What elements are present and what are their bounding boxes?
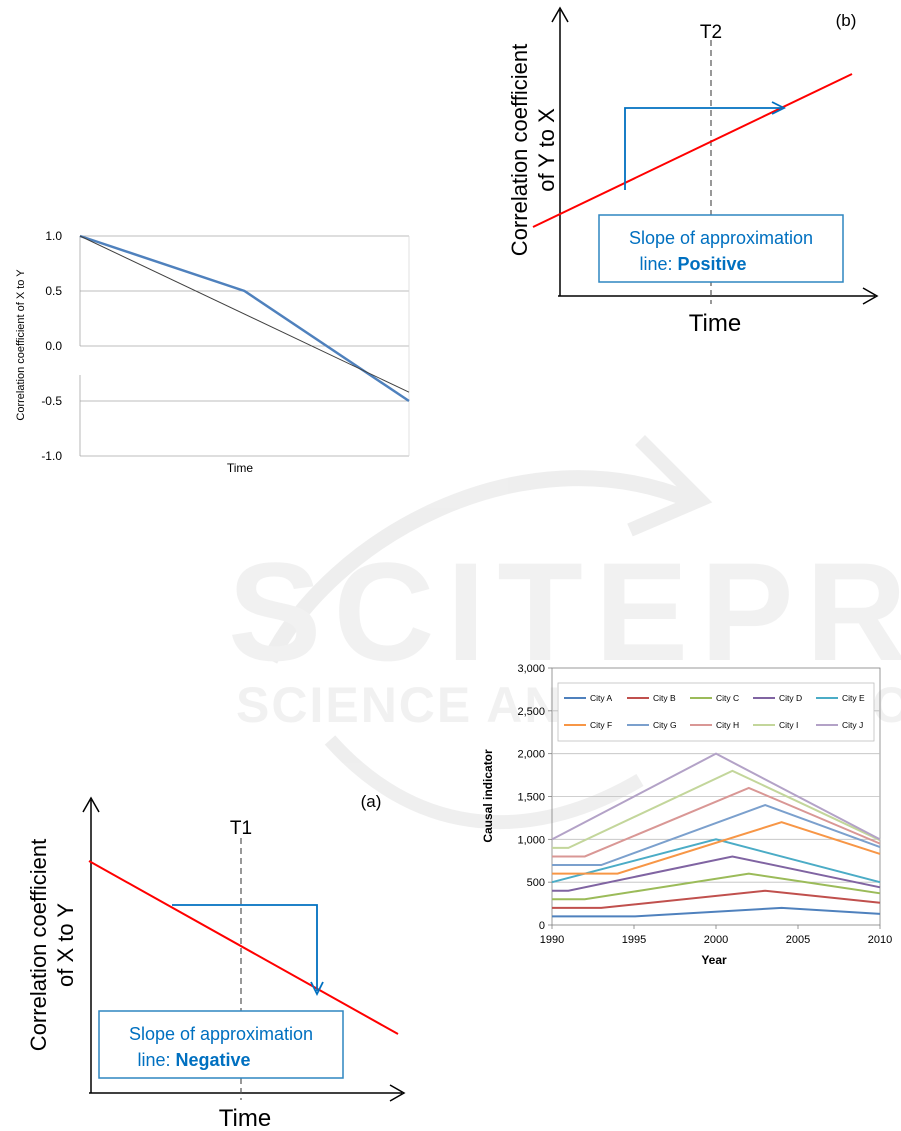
c4-series-line-city-g [552,804,881,867]
c3-y-axis-label-line1: Correlation coefficient [26,839,51,1051]
c4-y-tick-label: 1,500 [517,792,545,804]
chart-panel-b-positive: T2 (b) Slope of approximation line: Posi… [507,6,879,337]
c1-gridlines [79,235,410,457]
c3-x-axis [89,1084,406,1102]
c4-series-line-city-i [552,769,881,849]
c4-series-line-city-j [551,752,881,841]
c3-slope-box-text-2: line: Negative [137,1050,250,1070]
chart-correlation-x-to-y-line: 1.0 0.5 0.0 -0.5 -1.0 Correlation coefficien… [15,229,410,475]
c3-slope-arrow [172,904,324,997]
c4-legend-label: City F [590,720,612,730]
c4-y-axis-label: Causal indicator [481,749,495,843]
c4-x-tick-label: 1990 [540,934,564,946]
c1-y-tick-label: -0.5 [41,394,62,408]
c4-y-tick-labels: 0 500 1,000 1,500 2,000 2,500 3,000 [517,663,545,932]
c2-slope-arrow [624,101,787,190]
c4-series-line-city-h [552,786,881,858]
c2-slope-box-bold: Positive [678,254,747,274]
c4-series-group [551,752,881,918]
c3-x-axis-label: Time [219,1105,271,1131]
c2-slope-box [598,214,844,283]
c4-legend-box [557,682,875,742]
c2-approximation-line [532,73,853,228]
c4-series-line-city-a [552,906,881,918]
c4-x-axis-label: Year [701,953,727,967]
c4-legend-label: City I [779,720,798,730]
c3-slope-box [98,1010,344,1079]
c1-trend-line [79,235,410,393]
c4-legend-label: City H [716,720,739,730]
c1-y-tick-label: 0.0 [45,339,62,353]
c4-y-tick-label: 3,000 [517,663,545,675]
c2-y-axis [551,6,569,296]
watermark: SCITEPRESS SCIENCE AND TECHNOLOGY PUBLIC… [228,435,901,830]
c4-legend-label: City C [716,693,739,703]
c2-x-axis [558,287,879,305]
c4-y-tick-label: 1,000 [517,834,545,846]
c3-slope-box-text: Slope of approximation [129,1024,313,1044]
c3-t1-marker-label: T1 [230,818,252,839]
c4-series-line-city-c [552,872,881,901]
c4-x-tick-label: 2005 [786,934,810,946]
c1-y-tick-label: 1.0 [45,229,62,243]
c1-axis-break [79,349,410,375]
c3-panel-label: (a) [361,792,382,811]
c4-x-tick-label: 1995 [622,934,646,946]
c4-x-tick-labels: 1990 1995 2000 2005 2010 [540,934,892,946]
c4-y-tick-label: 0 [539,920,545,932]
c4-y-tick-label: 500 [527,877,545,889]
c4-y-tick-label: 2,000 [517,749,545,761]
c4-legend-label: City B [653,693,676,703]
c1-y-tick-label: 0.5 [45,284,62,298]
c4-x-tick-label: 2000 [704,934,728,946]
chart-panel-a-negative: T1 (a) Slope of approximation line: Nega… [26,792,406,1131]
c1-y-tick-label: -1.0 [41,449,62,463]
c2-y-axis-label-line1: Correlation coefficient [507,44,532,256]
c4-series-line-city-e [551,838,881,884]
c2-t2-marker-label: T2 [700,22,722,43]
c1-x-axis-label: Time [227,461,254,475]
c2-x-axis-label: Time [689,310,741,337]
c3-y-axis [82,796,100,1093]
c2-panel-label: (b) [836,11,857,30]
c4-legend-label: City J [842,720,863,730]
c2-slope-box-text-2: line: Positive [639,254,746,274]
c4-series-line-city-f [552,821,881,875]
c4-legend: City A City B City C City D City E City F City… [557,682,875,742]
c4-legend-label: City E [842,693,865,703]
c4-y-tick-label: 2,500 [517,706,545,718]
c3-approximation-line [88,860,399,1035]
c4-legend-label: City A [590,693,613,703]
c1-series-group [79,234,410,403]
c1-y-tick-labels: 1.0 0.5 0.0 -0.5 -1.0 [41,229,62,463]
c4-x-tick-label: 2010 [868,934,892,946]
chart-causal-indicator: 0 500 1,000 1,500 2,000 2,500 3,000 1990 1995 20… [481,663,892,967]
c3-slope-box-bold: Negative [175,1050,250,1070]
c4-series-line-city-b [552,889,881,909]
svg-text:SCITEPRESS: SCITEPRESS [228,533,901,690]
c3-y-axis-label-line2: of X to Y [53,903,78,987]
c2-y-axis-label-line2: of Y to X [534,108,559,192]
c4-legend-label: City D [779,693,802,703]
c4-series-line-city-d [552,855,881,892]
c1-series-line [79,234,410,403]
c2-slope-box-text: Slope of approximation [629,228,813,248]
c4-legend-label: City G [653,720,677,730]
c1-y-axis-label: Correlation coefficient of X to Y [15,269,27,421]
